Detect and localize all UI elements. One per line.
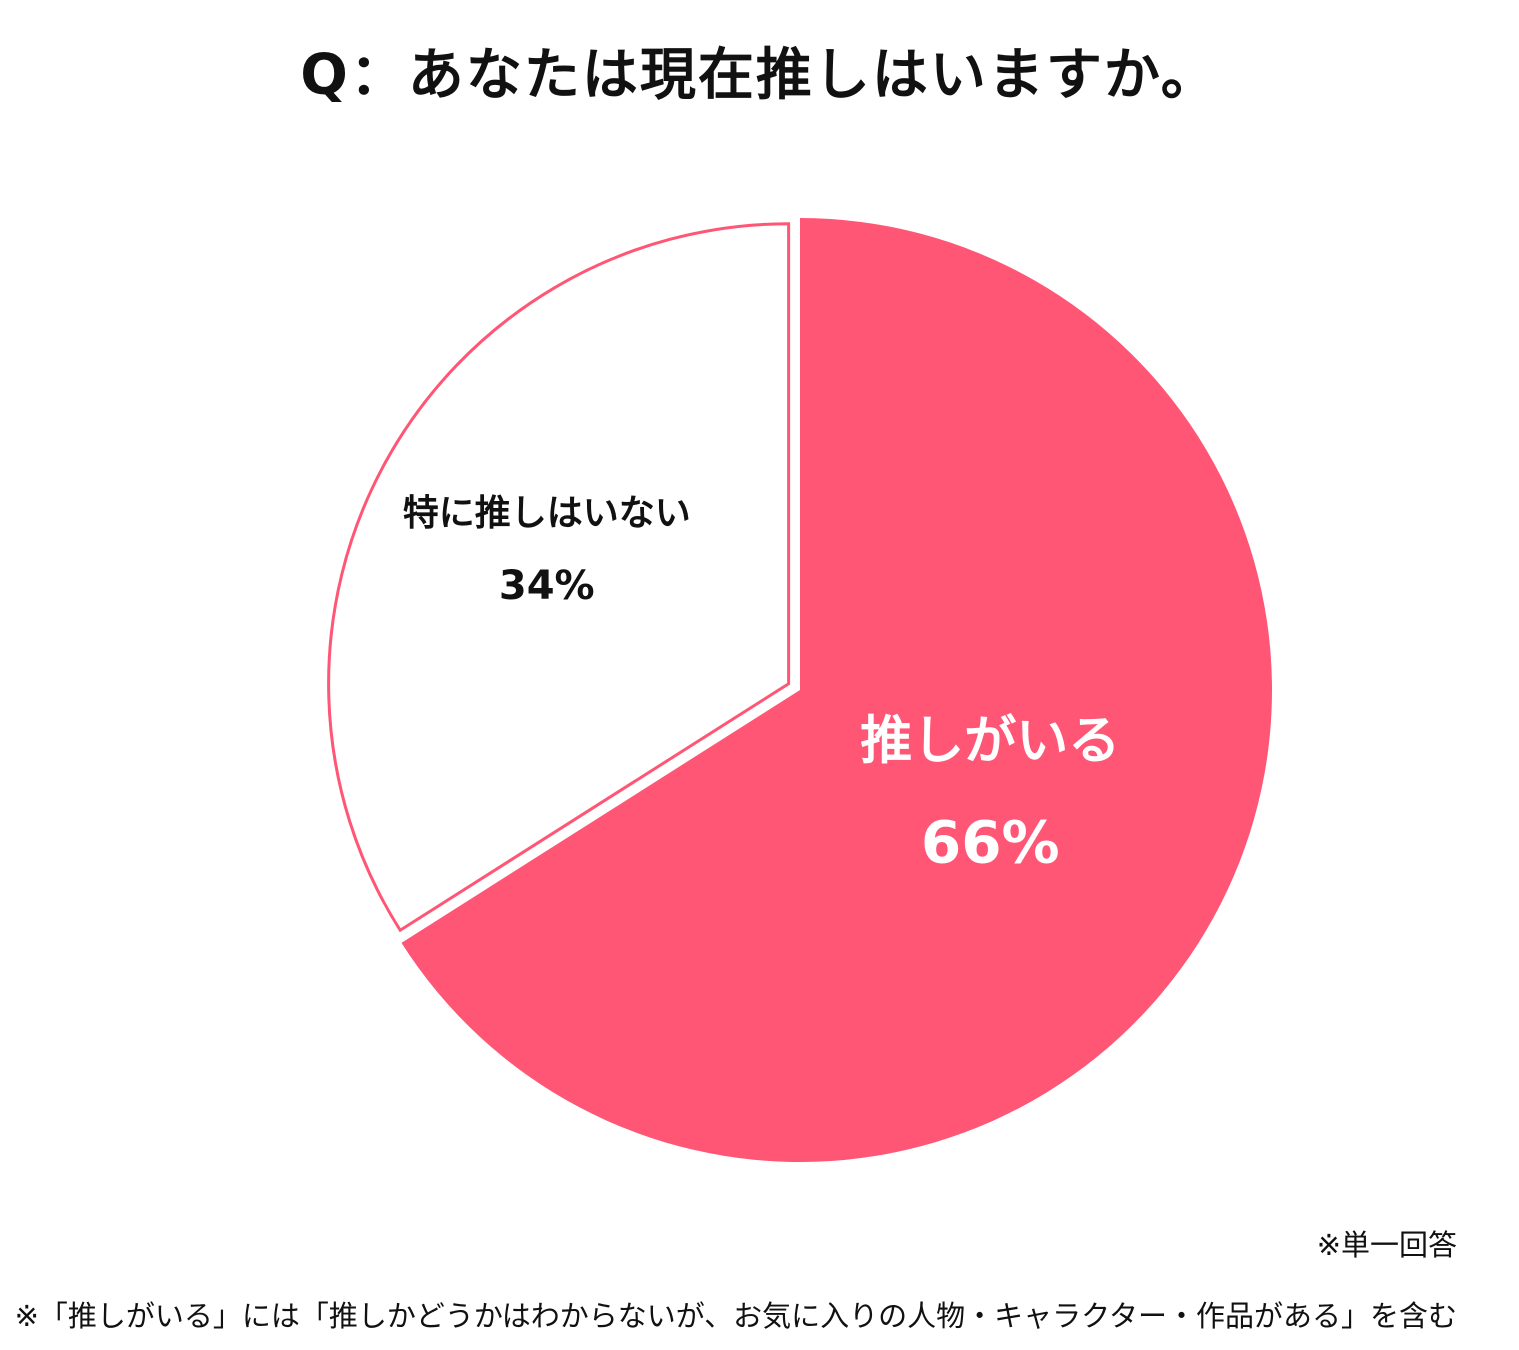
slice-value-2: 34%: [499, 563, 595, 609]
pie-slice-1: [401, 218, 1272, 1163]
chart-title: Q：あなたは現在推しはいますか。: [300, 43, 1219, 108]
definition-note: ※「推しがいる」には「推しかどうかはわからないが、お気に入りの人物・キャラクター…: [14, 1299, 1457, 1333]
slice-label-1: 推しがいる: [860, 712, 1120, 772]
slice-value-1: 66%: [921, 808, 1060, 876]
single-answer-note: ※単一回答: [1316, 1228, 1457, 1262]
pie-slice-2: [327, 222, 791, 933]
slice-label-2: 特に推しはいない: [403, 493, 691, 534]
